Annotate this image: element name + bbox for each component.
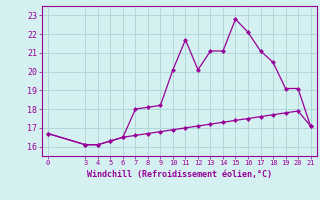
X-axis label: Windchill (Refroidissement éolien,°C): Windchill (Refroidissement éolien,°C) <box>87 170 272 179</box>
